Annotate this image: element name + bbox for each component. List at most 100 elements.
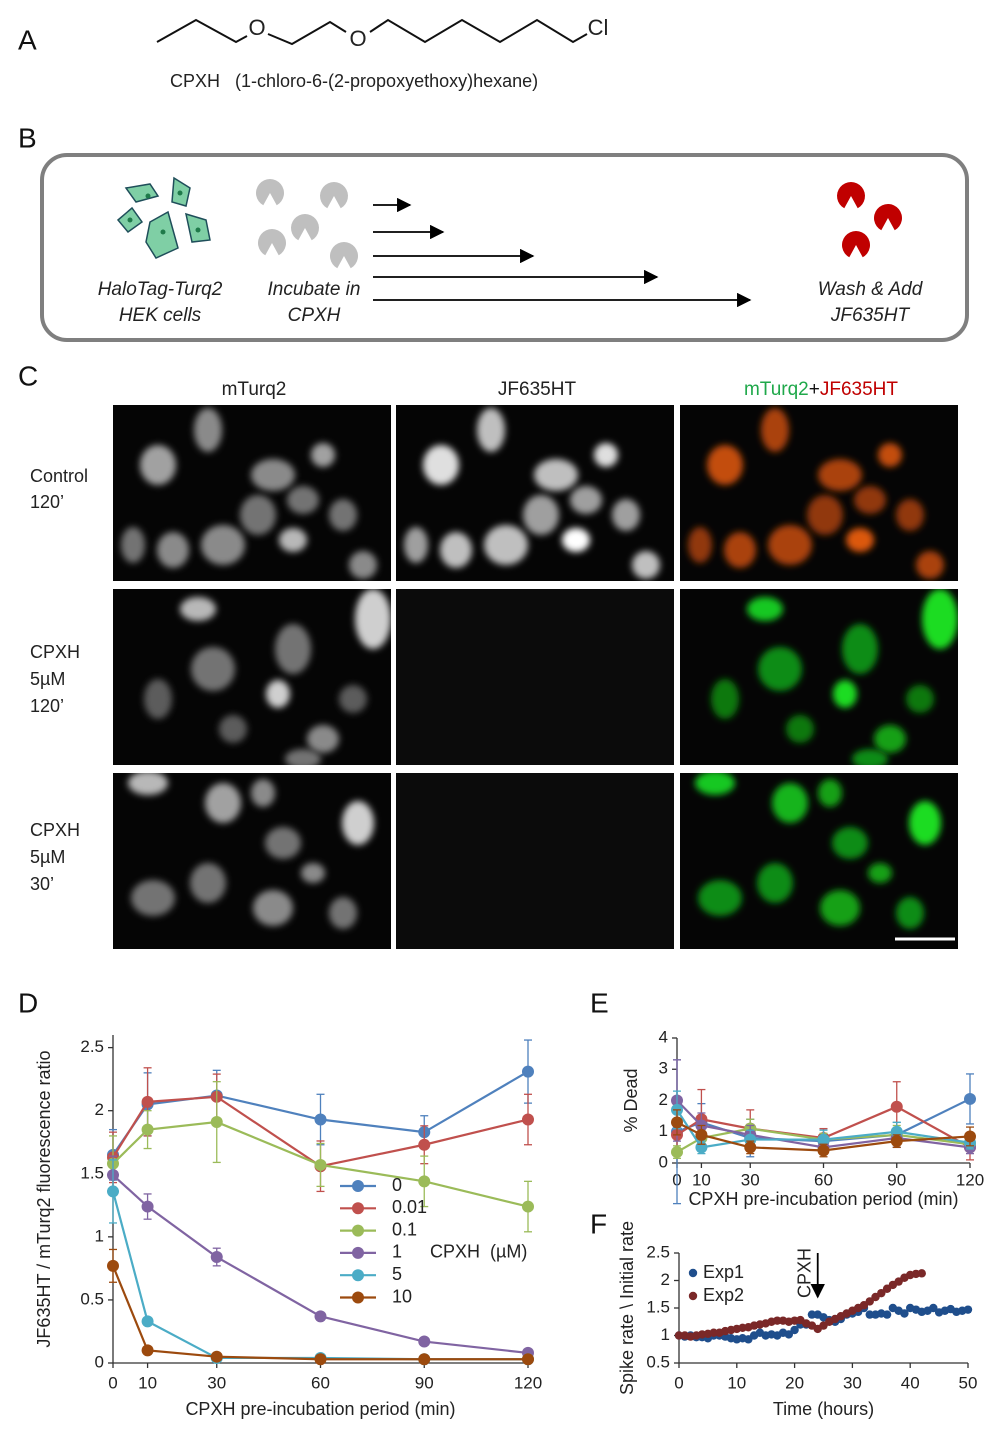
data-point [695,1128,708,1141]
step-label: CPXH [288,305,341,326]
cell [922,589,958,649]
x-tick-label: 60 [814,1170,833,1189]
cell [404,527,428,563]
legend-label: 0 [392,1175,402,1195]
cell [807,495,843,535]
x-tick-label: 60 [311,1373,330,1392]
legend-marker [352,1291,364,1304]
cell [772,783,808,823]
panel-label: B [18,122,37,153]
micrograph [680,589,958,765]
atom-label: Cl [588,15,609,40]
cell [868,863,892,883]
data-point [141,1095,154,1108]
y-tick-label: 0.5 [646,1352,670,1371]
cell [140,445,176,485]
series-line [676,1109,971,1149]
cell [265,827,301,859]
data-point [522,1200,534,1213]
column-header: JF635HT [498,379,577,400]
legend-marker [688,1291,698,1301]
y-tick-label: 1 [659,1121,668,1140]
cell [758,647,802,691]
data-point [418,1175,431,1188]
ligand-icon [258,229,287,256]
cell [201,525,245,565]
data-point [671,1146,683,1159]
cell [852,749,888,765]
cell [570,486,602,514]
annotation-label: CPXH [794,1248,814,1298]
data-point [522,1065,534,1078]
cell [896,897,924,929]
y-tick-label: 2 [659,1090,668,1109]
cell [477,408,505,452]
micrograph-background [680,589,958,765]
x-tick-label: 90 [887,1170,906,1189]
legend-marker [352,1269,364,1282]
data-point [964,1092,976,1105]
cell [301,863,325,883]
y-tick-label: 1.5 [80,1163,104,1182]
cell [128,773,168,795]
micrograph-background [680,405,958,581]
micrograph [113,589,391,765]
micrograph [113,773,391,949]
ligand-icon [873,204,903,231]
micrograph-background [396,405,674,581]
y-tick-label: 4 [659,1027,668,1046]
micrograph [396,773,674,949]
row-label: 30’ [30,874,54,894]
data-point [107,1259,119,1272]
cell [339,685,367,713]
cell [562,528,590,552]
data-point [141,1344,154,1357]
data-point [817,1144,830,1157]
cell [757,863,793,903]
y-tick-label: 1 [95,1226,104,1245]
cell [896,499,924,531]
series-line [112,1120,529,1208]
data-point [314,1158,327,1171]
x-axis-label: Time (hours) [773,1399,874,1419]
cell [761,408,789,452]
micrograph [396,405,674,581]
ligand-icon [836,182,866,209]
column-header: mTurq2 [222,379,287,400]
data-point [784,1330,794,1339]
data-point [917,1269,926,1278]
data-point [671,1116,683,1129]
step-label: Wash & Add [818,279,924,300]
step-label: Incubate in [268,279,361,300]
cell [205,783,241,823]
cell [311,443,335,467]
micrograph [680,773,958,949]
x-tick-label: 40 [901,1373,920,1392]
cell [329,499,357,531]
ligand-icon [320,182,348,209]
column-header: mTurq2+JF635HT [744,379,898,400]
data-point [522,1353,534,1366]
cell [190,863,226,903]
cell [707,445,743,485]
data-point [877,1288,886,1298]
cell [240,495,276,535]
data-point [314,1113,327,1126]
cell [820,890,860,926]
micrograph-background [396,589,674,765]
y-tick-label: 3 [659,1059,668,1078]
x-tick-label: 120 [514,1373,542,1392]
ligand-icon [256,179,284,206]
x-tick-label: 120 [956,1170,984,1189]
x-tick-label: 20 [785,1373,804,1392]
legend-marker [352,1246,364,1259]
legend-marker [352,1202,364,1215]
x-tick-label: 0 [674,1373,683,1392]
cell [287,486,319,514]
cell [878,443,902,467]
row-label: 5µM [30,847,65,867]
x-tick-label: 0 [108,1373,117,1392]
